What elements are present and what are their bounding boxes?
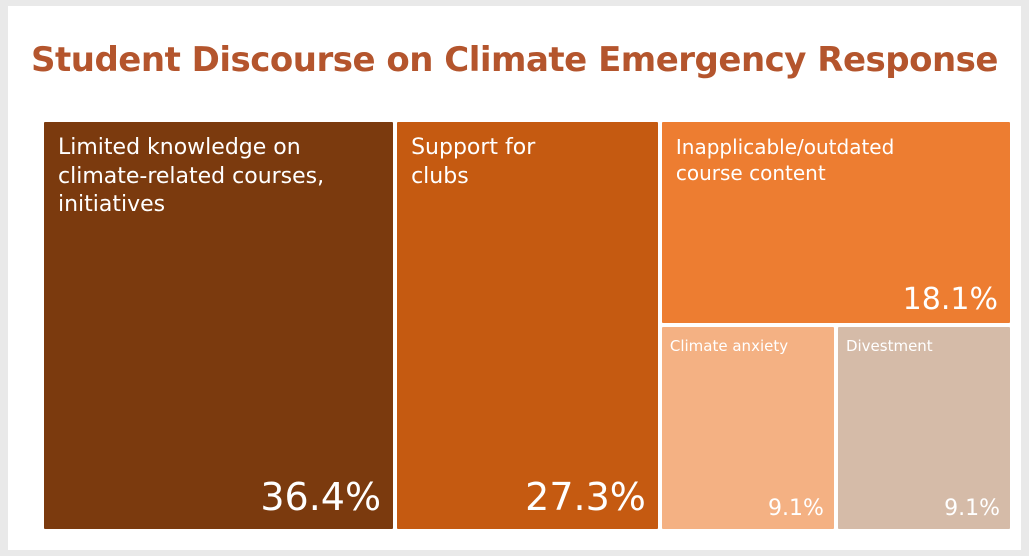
tile-label: Inapplicable/outdated course content (675, 135, 895, 185)
tile-limited-knowledge: Limited knowledge on climate-related cou… (44, 122, 394, 529)
tile-divestment: Divestment 9.1% (837, 326, 1010, 529)
tile-value: 27.3% (525, 475, 646, 519)
tile-label: Support for clubs (411, 135, 536, 189)
tile-label: Climate anxiety (669, 336, 789, 355)
tile-value: 9.1% (768, 495, 824, 521)
tile-label: Divestment (845, 336, 933, 355)
tile-value: 36.4% (260, 475, 382, 519)
chart-title: Student Discourse on Climate Emergency R… (31, 40, 998, 80)
tile-value: 18.1% (902, 281, 998, 317)
tile-climate-anxiety: Climate anxiety 9.1% (661, 326, 834, 529)
tile-support-for-clubs: Support for clubs 27.3% (397, 122, 658, 529)
tile-inapplicable-content: Inapplicable/outdated course content 18.… (661, 122, 1010, 323)
tile-value: 9.1% (944, 495, 1000, 521)
tile-label: Limited knowledge on climate-related cou… (58, 135, 325, 218)
